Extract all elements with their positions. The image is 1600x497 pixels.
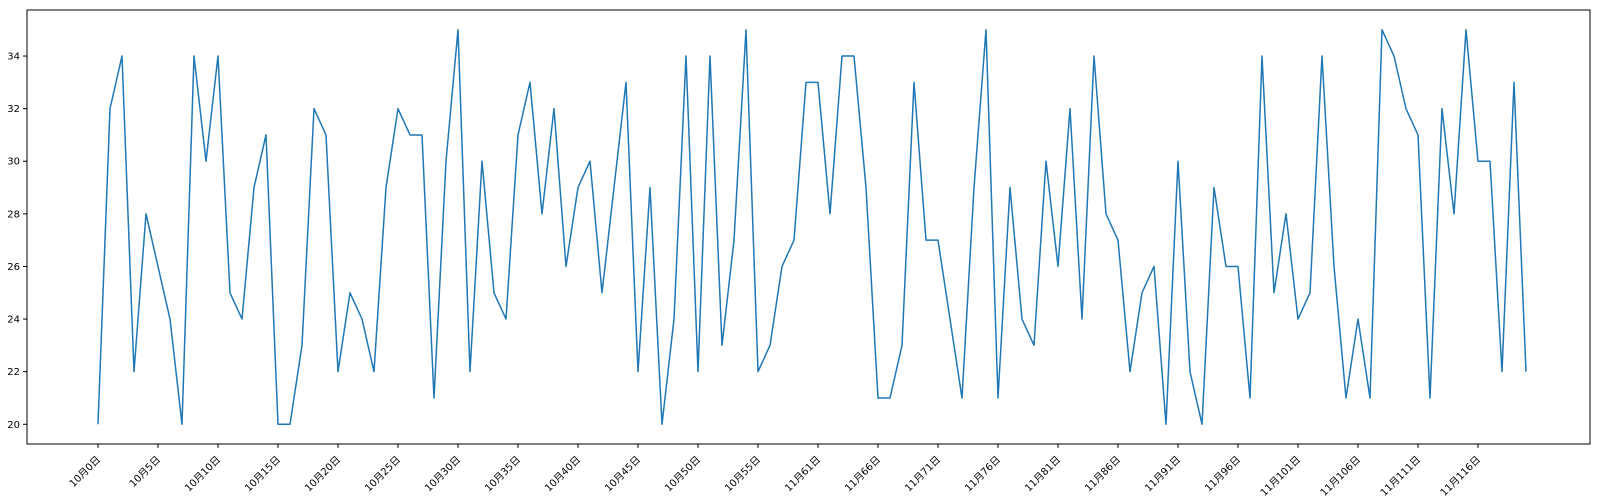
x-tick-label: 10月35日: [482, 454, 523, 495]
y-tick-label: 20: [7, 420, 20, 431]
x-axis: 10月0日 10月5日 10月10日 10月15日 10月20日 10月25日 10月30日…: [67, 444, 1483, 497]
x-tick-label: 10月10日: [182, 454, 223, 495]
x-tick-label: 10月15日: [242, 454, 283, 495]
x-tick-label: 10月25日: [362, 454, 403, 495]
x-tick-label: 11月61日: [782, 454, 823, 495]
x-tick-label: 11月76日: [962, 454, 1003, 495]
plot-area: [26, 9, 1591, 445]
y-tick-label: 24: [7, 315, 20, 326]
y-tick-label: 34: [7, 52, 20, 63]
x-tick-label: 11月96日: [1202, 454, 1243, 495]
x-tick-label: 11月86日: [1082, 454, 1123, 495]
x-tick-label: 11月111日: [1378, 454, 1423, 497]
x-tick-label: 10月55日: [722, 454, 763, 495]
x-tick-label: 10月40日: [542, 454, 583, 495]
x-tick-label: 11月101日: [1258, 454, 1303, 497]
x-tick-label: 10月50日: [662, 454, 703, 495]
y-tick-label: 32: [7, 104, 20, 115]
y-tick-label: 22: [7, 367, 20, 378]
x-tick-label: 10月45日: [602, 454, 643, 495]
y-axis: 20 22 24 26 28 30 32 34: [7, 52, 27, 431]
series-line: [97, 28, 1527, 426]
y-tick-label: 28: [7, 209, 20, 220]
x-tick-label: 11月66日: [842, 454, 883, 495]
x-tick-label: 11月71日: [902, 454, 943, 495]
x-tick-label: 10月20日: [302, 454, 343, 495]
x-tick-label: 11月106日: [1318, 454, 1363, 497]
x-tick-label: 11月81日: [1022, 454, 1063, 495]
x-tick-label: 10月5日: [127, 454, 163, 490]
x-tick-label: 10月0日: [67, 454, 103, 490]
x-tick-label: 10月30日: [422, 454, 463, 495]
y-tick-label: 30: [7, 157, 20, 168]
series-layer: [97, 28, 1527, 426]
x-tick-label: 11月116日: [1438, 454, 1483, 497]
x-tick-label: 11月91日: [1142, 454, 1183, 495]
y-tick-label: 26: [7, 262, 20, 273]
